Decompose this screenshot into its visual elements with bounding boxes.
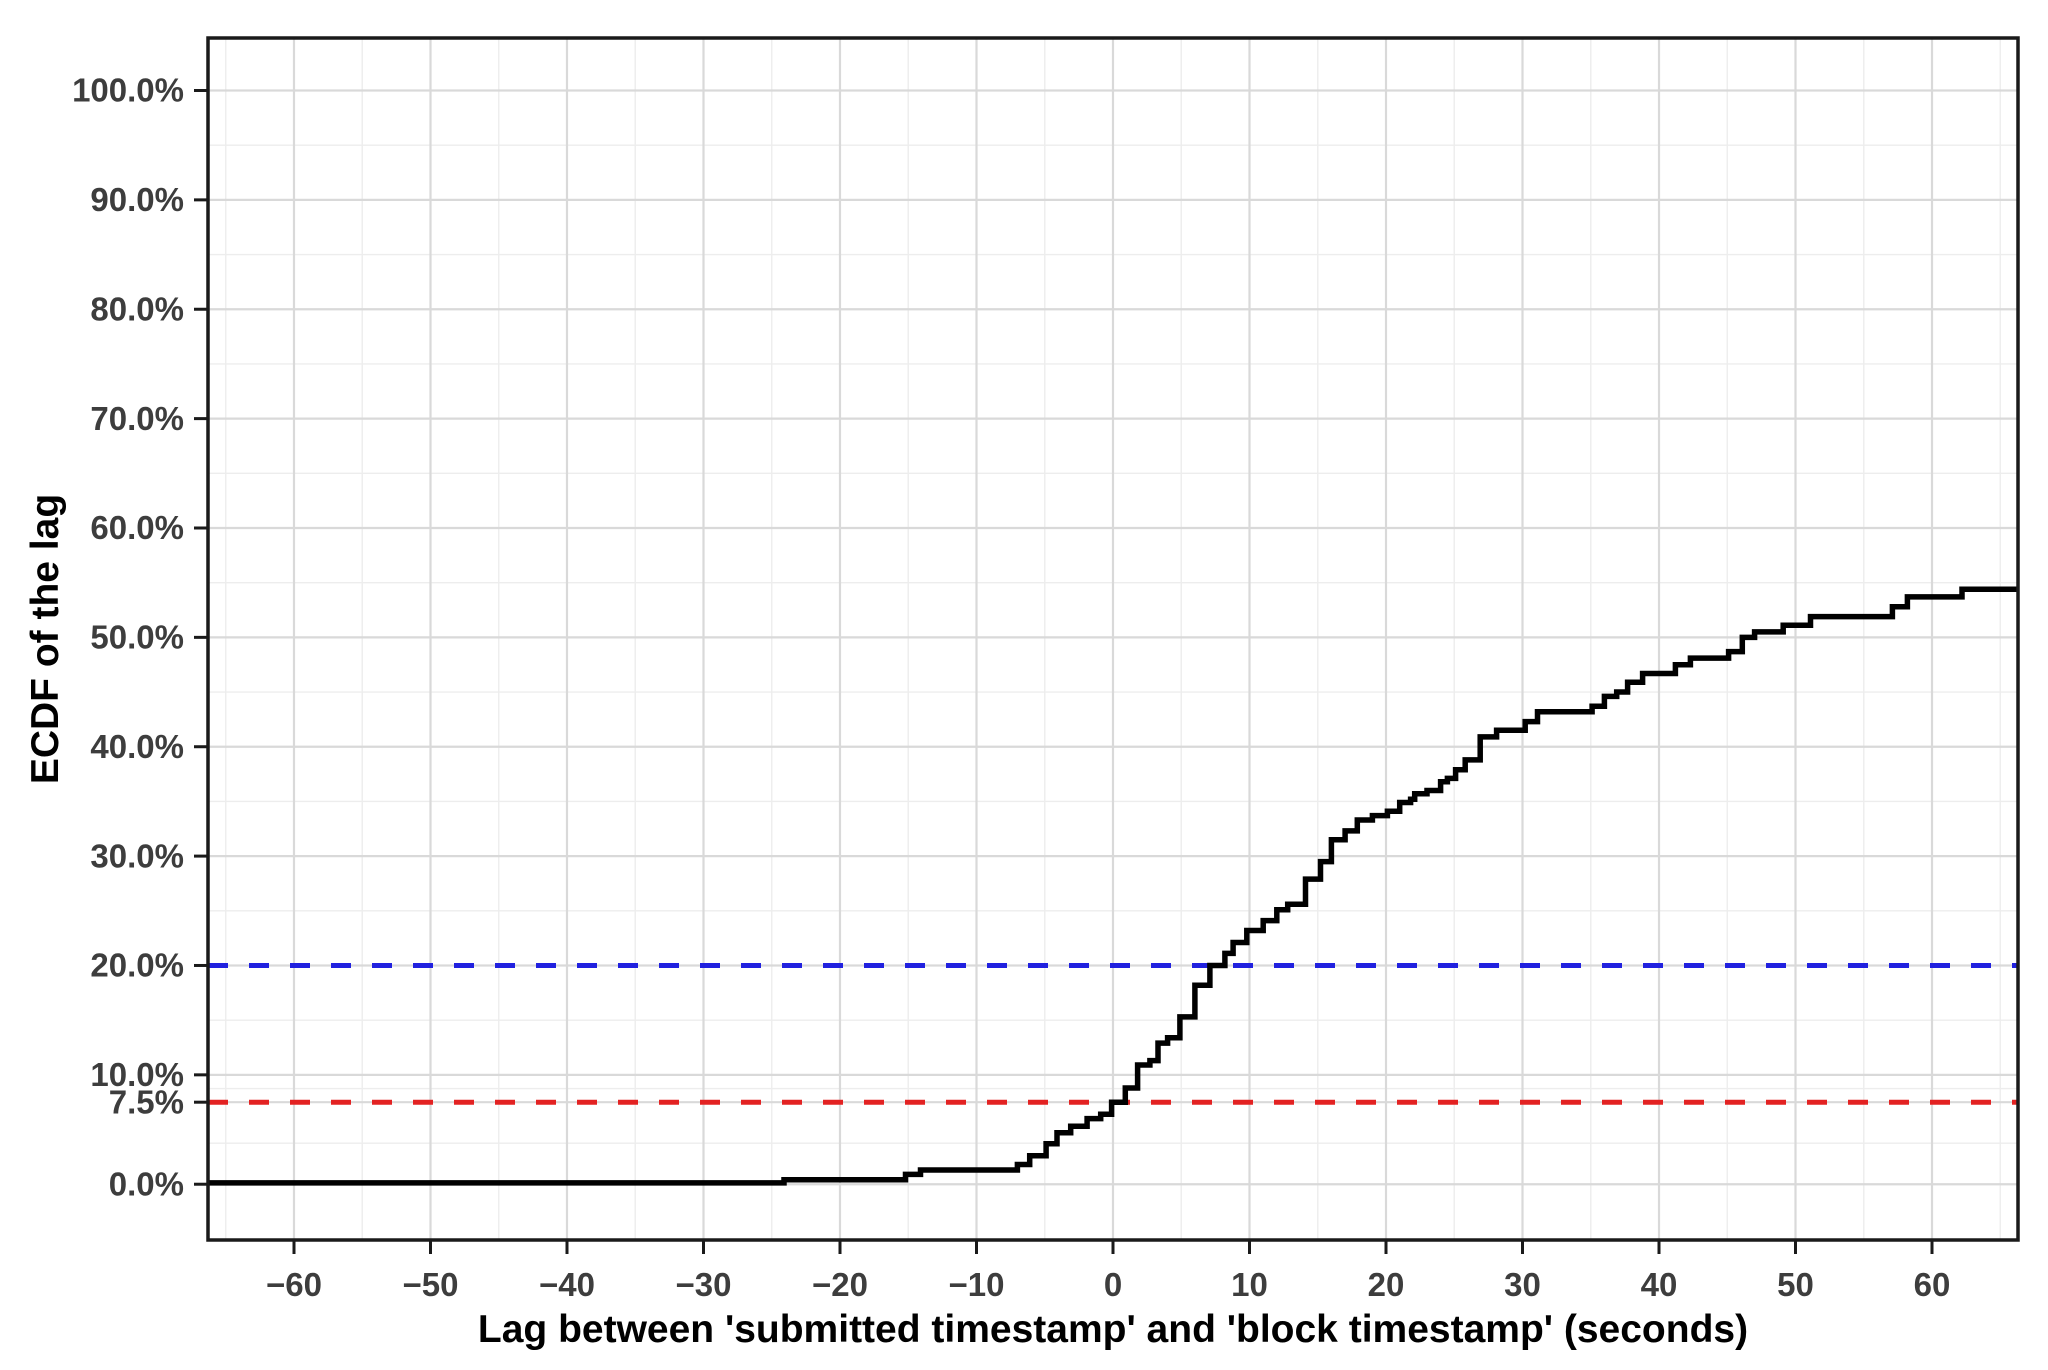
y-tick-label: 0.0% xyxy=(109,1165,184,1202)
x-tick-label: −20 xyxy=(812,1266,868,1303)
x-tick-label: 10 xyxy=(1231,1266,1268,1303)
axis-ticks xyxy=(194,88,1934,1254)
x-tick-label: −60 xyxy=(266,1266,322,1303)
axis-tick-labels: −60 −50 −40 −30 −20 −10 0 10 20 30 40 50 600.0%7.5%1… xyxy=(72,72,1950,1303)
x-tick-label: 0 xyxy=(1104,1266,1122,1303)
ecdf-step-line xyxy=(208,586,2018,1186)
x-tick-label: 30 xyxy=(1504,1266,1541,1303)
y-tick-label: 30.0% xyxy=(90,837,184,874)
gridlines-major xyxy=(208,38,2018,1240)
y-tick-label: 10.0% xyxy=(90,1056,184,1093)
y-tick-label: 100.0% xyxy=(72,72,184,109)
y-tick-label: 70.0% xyxy=(90,400,184,437)
y-tick-label: 40.0% xyxy=(90,728,184,765)
y-tick-label: 20.0% xyxy=(90,947,184,984)
x-tick-label: −10 xyxy=(949,1266,1005,1303)
ecdf-of-lag xyxy=(208,586,2018,1186)
y-tick-label: 80.0% xyxy=(90,290,184,327)
x-tick-label: −50 xyxy=(403,1266,459,1303)
x-tick-label: −30 xyxy=(676,1266,732,1303)
x-tick-label: 40 xyxy=(1641,1266,1678,1303)
x-tick-label: −40 xyxy=(539,1266,595,1303)
y-tick-label: 7.5% xyxy=(109,1083,184,1120)
y-tick-label: 90.0% xyxy=(90,181,184,218)
y-axis-title: ECDF of the lag xyxy=(24,494,67,784)
x-tick-label: 60 xyxy=(1914,1266,1951,1303)
x-tick-label: 50 xyxy=(1777,1266,1814,1303)
x-tick-label: 20 xyxy=(1368,1266,1405,1303)
x-axis-title: Lag between 'submitted timestamp' and 'b… xyxy=(478,1308,1748,1351)
y-tick-label: 60.0% xyxy=(90,509,184,546)
y-tick-label: 50.0% xyxy=(90,619,184,656)
